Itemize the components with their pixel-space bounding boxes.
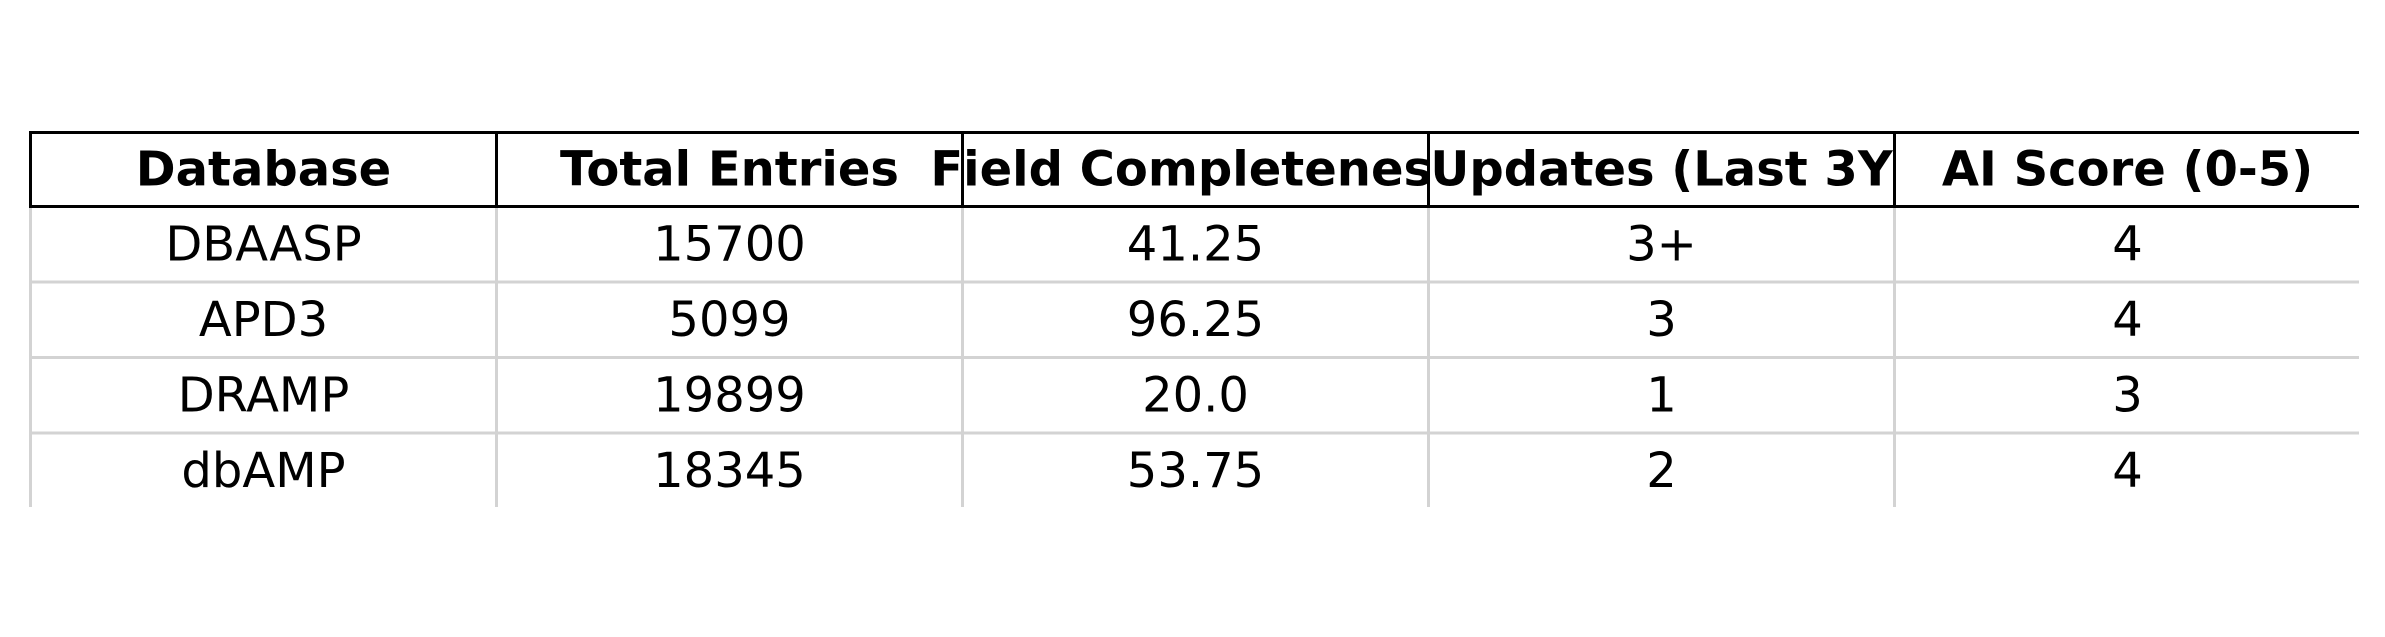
column-header: Total Entries — [560, 142, 899, 198]
table-cell: 53.75 — [1127, 443, 1264, 499]
table-cell: DRAMP — [178, 367, 350, 423]
table-cell-border — [1893, 431, 2359, 507]
column-header: Updates (Last 3Y — [1430, 142, 1893, 198]
table-cell: 2 — [1646, 443, 1677, 499]
table-cell: dbAMP — [181, 443, 345, 499]
table-cell: 5099 — [668, 292, 790, 348]
table-cell: DBAASP — [165, 216, 361, 272]
table-cell: 96.25 — [1127, 292, 1264, 348]
table-cell-border — [495, 431, 964, 507]
header-cell-border — [961, 131, 1430, 208]
table-cell-border — [961, 431, 1430, 507]
table-cell-border — [29, 431, 498, 507]
table-cell: 1 — [1646, 367, 1677, 423]
table-cell: 15700 — [653, 216, 806, 272]
column-header: AI Score (0-5) — [1942, 142, 2313, 198]
table-cell-border — [29, 205, 498, 284]
table-cell-border — [495, 205, 964, 284]
table-cell: 3 — [1646, 292, 1677, 348]
table-cell-border — [1893, 356, 2359, 435]
table-cell: 3 — [2112, 367, 2143, 423]
table-cell: 20.0 — [1142, 367, 1249, 423]
header-cell-border — [495, 131, 964, 208]
header-cell-border — [1893, 131, 2359, 208]
column-header: Field Completeness — [930, 142, 1460, 198]
table-cell-border — [1893, 280, 2359, 359]
table-cell-border — [961, 356, 1430, 435]
table-cell-border — [1427, 431, 1896, 507]
table-cell: 41.25 — [1127, 216, 1264, 272]
table-body: DBAASP 15700 41.25 3+ 4 APD3 5099 96.25 3 4 DRAMP 1… — [29, 205, 2359, 507]
table-cell: 4 — [2112, 292, 2143, 348]
table-cell: 4 — [2112, 443, 2143, 499]
header-cell-border — [1427, 131, 1896, 208]
table-header: Database Total Entries Field CompletenessU… — [29, 131, 2359, 208]
table-cell: 4 — [2112, 216, 2143, 272]
table-cell-border — [495, 280, 964, 359]
header-cell-border — [29, 131, 498, 208]
table-cell: 18345 — [653, 443, 806, 499]
data-table: DBAASP 15700 41.25 3+ 4 APD3 5099 96.25 3 4 DRAMP 1… — [29, 131, 2359, 507]
table-cell: 3+ — [1626, 216, 1697, 272]
column-header: Database — [136, 142, 391, 198]
table-cell: 19899 — [653, 367, 806, 423]
table-cell: APD3 — [199, 292, 328, 348]
